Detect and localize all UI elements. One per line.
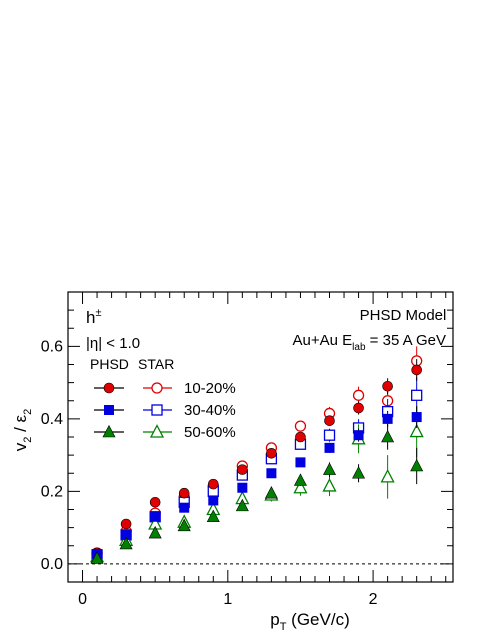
legend-header-star: STAR — [138, 356, 174, 372]
data-points — [89, 346, 424, 564]
x-tick-label: 2 — [369, 591, 378, 608]
data-point — [353, 430, 364, 441]
data-point — [381, 429, 395, 443]
legend-marker-phsd — [104, 405, 114, 415]
data-point — [295, 431, 306, 443]
eta-cut-label: |η| < 1.0 — [86, 335, 140, 352]
data-point — [293, 473, 307, 486]
data-point — [149, 496, 161, 508]
legend-label-10-20: 10-20% — [184, 380, 236, 397]
data-point — [121, 529, 132, 540]
y-axis-title: v2 / ε2 — [11, 409, 34, 452]
series-phsd-10-20- — [91, 359, 422, 559]
data-point — [179, 502, 190, 513]
data-point — [120, 518, 132, 530]
data-point — [323, 429, 336, 441]
data-point — [237, 464, 248, 475]
legend-marker-star — [151, 404, 163, 416]
x-tick-label: 0 — [78, 591, 87, 608]
data-point — [294, 420, 307, 432]
series-phsd-50-60- — [90, 424, 424, 564]
y-tick-label: 0.2 — [41, 483, 63, 500]
data-point — [352, 389, 365, 401]
legend-label-30-40: 30-40% — [184, 402, 236, 419]
data-point — [178, 487, 190, 499]
data-point — [411, 364, 422, 376]
data-point — [148, 525, 162, 539]
data-point — [382, 413, 393, 424]
legend-marker-star — [151, 382, 163, 394]
data-point — [266, 468, 277, 479]
x-axis-title: pT (GeV/c) — [270, 610, 350, 633]
data-point — [411, 389, 423, 401]
data-point — [323, 462, 337, 475]
data-point — [206, 509, 220, 523]
data-point — [293, 479, 308, 494]
data-point — [324, 442, 335, 453]
series-star-50-60- — [89, 406, 424, 563]
data-point — [235, 498, 249, 512]
system-label: Au+Au Elab = 35 A GeV — [293, 332, 446, 353]
data-point — [207, 478, 219, 490]
data-point — [352, 466, 366, 479]
x-tick-label: 1 — [223, 591, 232, 608]
series-star-30-40- — [91, 377, 423, 561]
y-tick-label: 0.6 — [41, 338, 63, 355]
data-point — [208, 495, 219, 506]
data-point — [380, 468, 395, 483]
data-point — [90, 551, 104, 564]
y-tick-label: 0.0 — [41, 556, 63, 573]
data-point — [353, 402, 364, 414]
legend-marker-star — [149, 424, 165, 438]
legend-marker-phsd — [103, 382, 115, 394]
axes: 0 1 2 0.0 0.2 0.4 0.6 — [41, 291, 453, 608]
data-point — [150, 511, 161, 522]
model-label: PHSD Model — [360, 307, 447, 324]
legend-marker-phsd — [102, 424, 116, 438]
data-point — [409, 423, 424, 438]
data-point — [410, 458, 424, 472]
data-point — [177, 518, 191, 532]
series-star-10-20- — [91, 346, 423, 559]
data-point — [266, 448, 277, 459]
legend-header-phsd: PHSD — [90, 356, 129, 372]
series-phsd-30-40- — [92, 406, 422, 560]
legend: PHSD STAR 10-20% 30-40% 50-60% — [90, 356, 236, 441]
data-point — [237, 482, 248, 493]
y-tick-label: 0.4 — [41, 411, 63, 428]
data-point — [119, 536, 133, 550]
data-point — [324, 415, 335, 426]
data-point — [382, 380, 393, 392]
data-point — [411, 412, 422, 423]
data-point — [264, 486, 278, 499]
data-point — [322, 478, 337, 492]
legend-label-50-60: 50-60% — [184, 424, 236, 441]
particle-label: h± — [86, 307, 102, 327]
data-point — [295, 457, 306, 468]
